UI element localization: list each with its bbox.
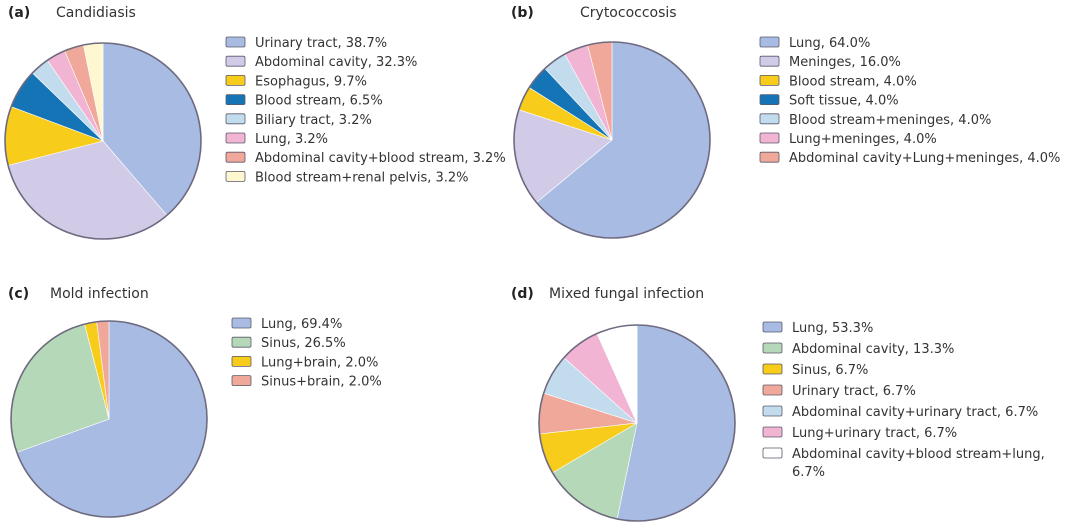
legend-d-swatch-abdominal-cavity-urinary-tract	[762, 405, 783, 417]
legend-b-label-lung-meninges: Lung+meninges, 4.0%	[789, 132, 937, 147]
panel-d-title: Mixed fungal infection	[549, 286, 704, 302]
legend-a-swatch-abdominal-cavity	[225, 55, 246, 67]
legend-d-label-sinus: Sinus, 6.7%	[792, 363, 868, 378]
legend-c-label-sinus-brain: Sinus+brain, 2.0%	[261, 375, 382, 390]
legend-b-label-soft-tissue: Soft tissue, 4.0%	[789, 94, 899, 109]
panel-c-label: (c)	[8, 286, 29, 302]
pie-c-outline	[10, 320, 208, 518]
panel-b: (b) Crytococcosis Lung, 64.0% Meninges, 1…	[511, 5, 1060, 239]
legend-b-swatch-blood-stream	[759, 75, 780, 86]
legend-d-swatch-abdominal-cavity	[762, 342, 783, 354]
legend-d-label-lung: Lung, 53.3%	[792, 321, 873, 336]
legend-c-label-lung: Lung, 69.4%	[261, 317, 342, 332]
legend-c-swatch-lung-brain	[231, 355, 252, 367]
panel-c-pie	[10, 320, 208, 518]
legend-a-swatch-esophagus	[225, 75, 246, 86]
legend-a-swatch-blood-stream	[225, 94, 246, 105]
panel-d-pie	[538, 324, 736, 522]
legend-a-label-biliary-tract: Biliary tract, 3.2%	[255, 113, 372, 128]
panel-b-label: (b)	[511, 5, 534, 21]
legend-a-swatch-biliary-tract	[225, 113, 246, 125]
legend-b-swatch-blood-stream-meninges	[759, 113, 780, 125]
legend-d-swatch-urinary-tract	[762, 384, 783, 396]
legend-b-swatch-meninges	[759, 55, 780, 67]
panel-a-label: (a)	[8, 5, 30, 21]
legend-d-label-abdominal-cavity-urinary-tract: Abdominal cavity+urinary tract, 6.7%	[792, 405, 1038, 420]
legend-a-label-urinary-tract: Urinary tract, 38.7%	[255, 36, 387, 51]
legend-d-label-lung-urinary-tract: Lung+urinary tract, 6.7%	[792, 426, 957, 441]
legend-c-label-lung-brain: Lung+brain, 2.0%	[261, 355, 378, 370]
panel-a-title: Candidiasis	[56, 5, 136, 21]
panel-c: (c) Mold infection Lung, 69.4% Sinus, 26.…	[8, 286, 382, 518]
panel-a-pie	[4, 42, 202, 240]
legend-d-label-abdominal-cavity: Abdominal cavity, 13.3%	[792, 342, 954, 357]
panel-d-label: (d)	[511, 286, 534, 302]
legend-a-swatch-urinary-tract	[225, 36, 246, 48]
legend-d-swatch-abdominal-cavity-blood-stream-lung	[762, 447, 783, 459]
legend-a-swatch-blood-stream-renal-pelvis	[225, 170, 246, 182]
legend-d-label-abdominal-cavity-blood-stream-lung: Abdominal cavity+blood stream+lung, 6.7%	[792, 447, 1045, 480]
legend-c-swatch-sinus-brain	[231, 375, 252, 387]
panel-b-legend: Lung, 64.0% Meninges, 16.0% Blood stream, …	[759, 36, 1060, 166]
pie-b-outline	[513, 41, 711, 239]
pie-d-outline	[538, 324, 736, 522]
legend-c-swatch-sinus	[231, 336, 252, 348]
panel-b-pie	[513, 41, 711, 239]
pie-a-outline	[4, 42, 202, 240]
legend-a-swatch-lung	[225, 132, 246, 144]
legend-b-label-abdominal-cavity-lung-meninges: Abdominal cavity+Lung+meninges, 4.0%	[789, 151, 1060, 166]
legend-c-swatch-lung	[231, 317, 252, 329]
legend-b-swatch-lung	[759, 36, 780, 48]
panel-d: (d) Mixed fungal infection Lung, 53.3% Ab…	[511, 286, 1045, 522]
panel-c-title: Mold infection	[50, 286, 149, 302]
panel-d-legend: Lung, 53.3% Abdominal cavity, 13.3% Sinus,…	[762, 321, 1045, 480]
legend-a-swatch-abdominal-cavity-blood-stream	[225, 151, 246, 163]
panel-b-title: Crytococcosis	[580, 5, 677, 21]
legend-c-label-sinus: Sinus, 26.5%	[261, 336, 346, 351]
panel-a-legend: Urinary tract, 38.7% Abdominal cavity, 32…	[225, 36, 506, 185]
legend-a-label-blood-stream-renal-pelvis: Blood stream+renal pelvis, 3.2%	[255, 170, 469, 185]
panel-c-legend: Lung, 69.4% Sinus, 26.5% Lung+brain, 2.0% S…	[231, 317, 382, 390]
legend-b-swatch-abdominal-cavity-lung-meninges	[759, 151, 780, 163]
panel-a: (a) Candidiasis Urinary tract, 38.7% Abdo…	[4, 5, 506, 240]
legend-a-label-lung: Lung, 3.2%	[255, 132, 328, 147]
legend-d-swatch-lung	[762, 321, 783, 333]
legend-a-label-blood-stream: Blood stream, 6.5%	[255, 94, 383, 109]
legend-d-swatch-lung-urinary-tract	[762, 426, 783, 438]
legend-a-label-abdominal-cavity-blood-stream: Abdominal cavity+blood stream, 3.2%	[255, 151, 506, 166]
legend-d-label-urinary-tract: Urinary tract, 6.7%	[792, 384, 916, 399]
legend-b-swatch-soft-tissue	[759, 94, 780, 105]
legend-b-label-meninges: Meninges, 16.0%	[789, 55, 901, 70]
legend-b-swatch-lung-meninges	[759, 132, 780, 144]
legend-a-label-esophagus: Esophagus, 9.7%	[255, 74, 367, 89]
legend-b-label-blood-stream-meninges: Blood stream+meninges, 4.0%	[789, 113, 991, 128]
legend-a-label-abdominal-cavity: Abdominal cavity, 32.3%	[255, 55, 417, 70]
legend-b-label-lung: Lung, 64.0%	[789, 36, 870, 51]
legend-b-label-blood-stream: Blood stream, 4.0%	[789, 74, 917, 89]
legend-d-swatch-sinus	[762, 363, 783, 375]
